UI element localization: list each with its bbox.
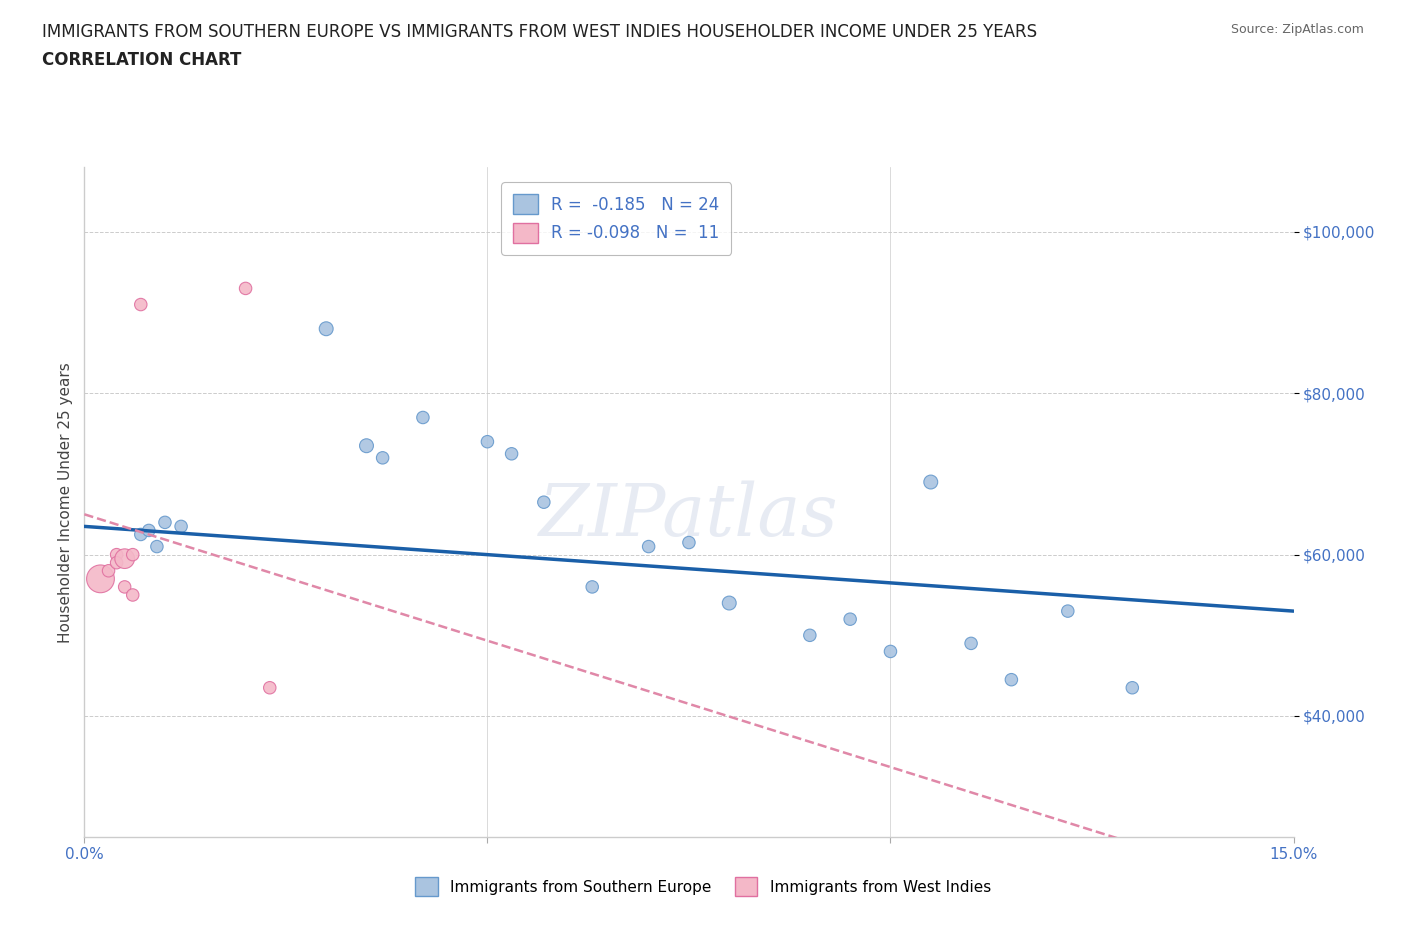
- Point: [1121, 681, 1143, 696]
- Point: [121, 588, 143, 603]
- Point: [581, 579, 603, 594]
- Y-axis label: Householder Income Under 25 years: Householder Income Under 25 years: [58, 362, 73, 643]
- Point: [477, 434, 499, 449]
- Point: [129, 527, 152, 542]
- Point: [138, 523, 160, 538]
- Point: [533, 495, 555, 510]
- Point: [960, 636, 983, 651]
- Point: [97, 564, 120, 578]
- Point: [146, 539, 169, 554]
- Point: [356, 438, 378, 453]
- Point: [879, 644, 901, 658]
- Legend: R =  -0.185   N = 24, R = -0.098   N =  11: R = -0.185 N = 24, R = -0.098 N = 11: [502, 182, 731, 255]
- Point: [259, 681, 281, 696]
- Point: [129, 297, 152, 312]
- Point: [412, 410, 434, 425]
- Text: CORRELATION CHART: CORRELATION CHART: [42, 51, 242, 69]
- Point: [315, 321, 337, 336]
- Text: IMMIGRANTS FROM SOUTHERN EUROPE VS IMMIGRANTS FROM WEST INDIES HOUSEHOLDER INCOM: IMMIGRANTS FROM SOUTHERN EUROPE VS IMMIG…: [42, 23, 1038, 41]
- Text: ZIPatlas: ZIPatlas: [538, 480, 839, 551]
- Legend: Immigrants from Southern Europe, Immigrants from West Indies: Immigrants from Southern Europe, Immigra…: [408, 870, 998, 904]
- Point: [1056, 604, 1078, 618]
- Point: [170, 519, 193, 534]
- Point: [89, 571, 111, 586]
- Point: [920, 474, 942, 489]
- Point: [105, 555, 128, 570]
- Point: [235, 281, 257, 296]
- Point: [799, 628, 821, 643]
- Point: [718, 595, 741, 610]
- Point: [637, 539, 659, 554]
- Point: [1000, 672, 1022, 687]
- Point: [114, 579, 136, 594]
- Text: Source: ZipAtlas.com: Source: ZipAtlas.com: [1230, 23, 1364, 36]
- Point: [678, 535, 700, 550]
- Point: [839, 612, 862, 627]
- Point: [114, 551, 136, 566]
- Point: [501, 446, 523, 461]
- Point: [153, 515, 176, 530]
- Point: [121, 547, 143, 562]
- Point: [105, 547, 128, 562]
- Point: [371, 450, 394, 465]
